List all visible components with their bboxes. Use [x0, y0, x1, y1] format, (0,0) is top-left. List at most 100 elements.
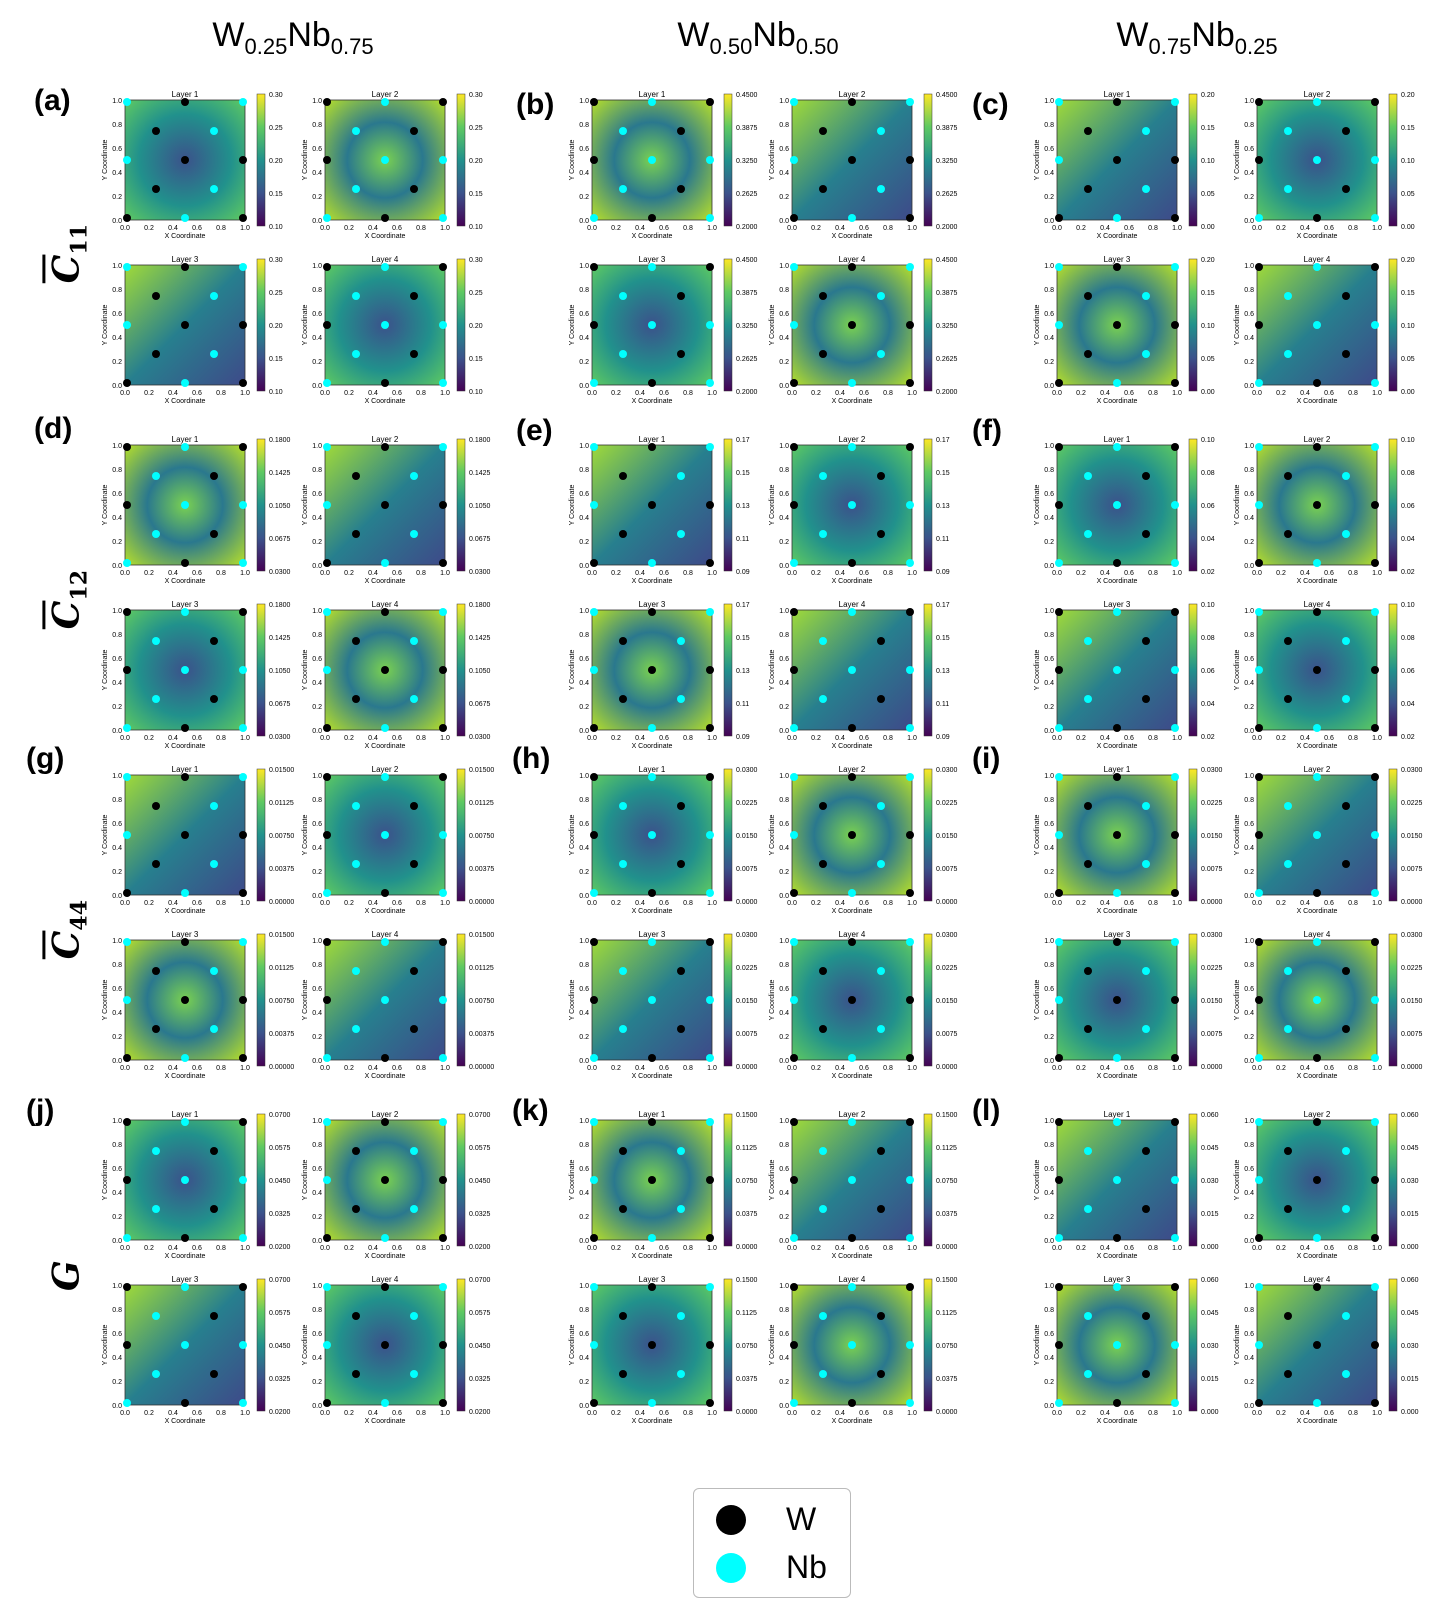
nb-atom-marker	[439, 214, 447, 222]
y-tick-label: 0.8	[579, 287, 589, 294]
x-tick-label: 1.0	[707, 1245, 717, 1252]
w-atom-marker	[1342, 185, 1350, 193]
nb-atom-marker	[906, 501, 914, 509]
x-tick-label: 0.0	[320, 570, 330, 577]
w-atom-marker	[706, 559, 714, 567]
w-atom-marker	[410, 860, 418, 868]
y-tick-label: 0.2	[312, 1379, 322, 1386]
nb-atom-marker	[352, 860, 360, 868]
colorbar-tick-label: 0.0300	[1201, 767, 1223, 774]
y-tick-label: 0.4	[312, 680, 322, 687]
nb-atom-marker	[323, 889, 331, 897]
w-atom-marker	[439, 724, 447, 732]
x-tick-label: 0.2	[611, 735, 621, 742]
w-atom-marker	[239, 1054, 247, 1062]
w-atom-marker	[1313, 501, 1321, 509]
y-tick-label: 0.2	[112, 869, 122, 876]
x-tick-label: 0.0	[587, 225, 597, 232]
colorbar-tick-label: 0.01125	[269, 800, 294, 807]
w-atom-marker	[590, 938, 598, 946]
x-tick-label: 0.2	[1276, 570, 1286, 577]
nb-atom-marker	[239, 263, 247, 271]
nb-atom-marker	[381, 559, 389, 567]
subplot-layer-4: Layer 40.00.00.20.20.40.40.60.60.80.81.0…	[769, 255, 958, 405]
y-tick-label: 0.6	[1244, 1331, 1254, 1338]
x-tick-label: 0.8	[216, 390, 226, 397]
y-tick-label: 0.0	[1244, 1403, 1254, 1410]
nb-atom-marker	[1084, 472, 1092, 480]
panel-label-g: (g)	[26, 742, 65, 775]
y-tick-label: 1.0	[1044, 263, 1054, 270]
x-tick-label: 0.6	[859, 1410, 869, 1417]
colorbar-tick-label: 0.08	[1401, 635, 1415, 642]
nb-atom-marker	[1284, 1025, 1292, 1033]
nb-atom-marker	[848, 608, 856, 616]
w-atom-marker	[210, 472, 218, 480]
nb-atom-marker	[648, 996, 656, 1004]
nb-atom-marker	[1313, 831, 1321, 839]
y-tick-label: 0.8	[312, 287, 322, 294]
colorbar-tick-label: 0.045	[1401, 1145, 1419, 1152]
nb-atom-marker	[877, 802, 885, 810]
colorbar	[256, 933, 266, 1067]
colorbar-tick-label: 0.00000	[269, 899, 294, 906]
y-tick-label: 0.0	[112, 1238, 122, 1245]
y-tick-label: 0.6	[1244, 1166, 1254, 1173]
nb-atom-marker	[1255, 443, 1263, 451]
colorbar-tick-label: 0.0225	[936, 965, 958, 972]
nb-atom-marker	[439, 831, 447, 839]
x-tick-label: 0.8	[416, 390, 426, 397]
nb-atom-marker	[181, 443, 189, 451]
w-atom-marker	[677, 802, 685, 810]
x-tick-label: 0.0	[1252, 1410, 1262, 1417]
x-tick-label: 0.8	[683, 1410, 693, 1417]
nb-atom-marker	[648, 724, 656, 732]
w-atom-marker	[790, 889, 798, 897]
w-atom-marker	[819, 127, 827, 135]
w-atom-marker	[1055, 1341, 1063, 1349]
w-atom-marker	[123, 1341, 131, 1349]
layer-title: Layer 1	[172, 435, 199, 444]
x-tick-label: 1.0	[240, 225, 250, 232]
x-tick-label: 0.2	[1076, 1065, 1086, 1072]
subplot-layer-3: Layer 30.00.00.20.20.40.40.60.60.80.81.0…	[569, 600, 750, 750]
y-tick-label: 0.0	[112, 728, 122, 735]
colorbar-tick-label: 0.0000	[1401, 1064, 1423, 1071]
y-tick-label: 0.8	[1044, 962, 1054, 969]
x-tick-label: 0.8	[683, 900, 693, 907]
y-tick-label: 0.4	[1044, 1355, 1054, 1362]
colorbar-tick-label: 0.02	[1401, 734, 1415, 741]
x-tick-label: 0.4	[1100, 900, 1110, 907]
y-tick-label: 0.2	[112, 359, 122, 366]
colorbar-tick-label: 0.15	[1201, 290, 1215, 297]
colorbar	[1188, 93, 1198, 227]
x-tick-label: 0.6	[859, 900, 869, 907]
x-tick-label: 0.2	[1276, 225, 1286, 232]
y-tick-label: 0.6	[579, 1166, 589, 1173]
x-tick-label: 0.2	[344, 1245, 354, 1252]
nb-atom-marker	[790, 1234, 798, 1242]
nb-atom-marker	[210, 127, 218, 135]
x-tick-label: 0.4	[1100, 570, 1110, 577]
w-atom-marker	[1113, 98, 1121, 106]
subplot-layer-2: Layer 20.00.00.20.20.40.40.60.60.80.81.0…	[302, 765, 494, 915]
x-tick-label: 0.2	[811, 1065, 821, 1072]
x-tick-label: 0.2	[1276, 735, 1286, 742]
x-tick-label: 1.0	[1172, 225, 1182, 232]
nb-atom-marker	[181, 1341, 189, 1349]
w-atom-marker	[323, 831, 331, 839]
x-tick-label: 0.0	[787, 225, 797, 232]
y-tick-label: 0.4	[579, 170, 589, 177]
w-atom-marker	[1113, 1399, 1121, 1407]
layer-title: Layer 2	[1304, 1110, 1331, 1119]
nb-atom-marker	[1113, 1054, 1121, 1062]
colorbar-tick-label: 0.15	[936, 635, 950, 642]
x-tick-label: 0.2	[611, 1410, 621, 1417]
x-tick-label: 0.6	[192, 570, 202, 577]
colorbar-tick-label: 0.1425	[469, 635, 491, 642]
subplot-layer-1: Layer 10.00.00.20.20.40.40.60.60.80.81.0…	[102, 765, 294, 915]
x-tick-label: 0.6	[859, 570, 869, 577]
x-tick-label: 0.4	[368, 1410, 378, 1417]
w-atom-marker	[1142, 1312, 1150, 1320]
w-atom-marker	[706, 1341, 714, 1349]
